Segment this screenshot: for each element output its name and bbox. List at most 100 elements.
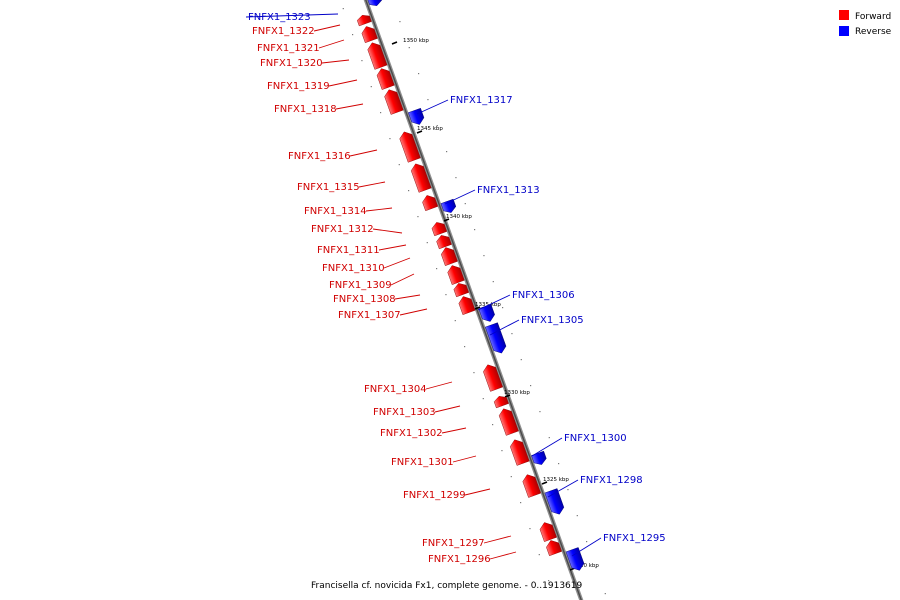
gene-feature: FNFX1_1306 [477,290,575,322]
gene-label: FNFX1_1302 [380,428,443,439]
gene-label: FNFX1_1301 [391,457,454,468]
minor-tick [539,411,541,413]
forward-gene-block [510,439,530,466]
label-leader-line [531,437,563,457]
gene-feature: FNFX1_1302 [380,408,519,439]
gene-label: FNFX1_1306 [512,290,575,301]
forward-gene-block [483,364,503,392]
gene-label: FNFX1_1309 [329,280,392,291]
major-tick-mark [443,218,450,222]
gene-label: FNFX1_1307 [338,310,401,321]
gene-feature: FNFX1_1319 [267,68,395,92]
minor-tick [473,372,475,374]
map-caption: Francisella cf. novicida Fx1, complete g… [311,581,583,591]
gene-feature: FNFX1_1301 [391,439,530,468]
forward-gene-block [546,540,562,557]
minor-tick [586,541,588,543]
gene-feature: FNFX1_1308 [333,283,469,305]
label-leader-line [489,551,517,560]
major-tick-mark [416,130,423,134]
minor-tick [576,515,578,517]
gene-feature: FNFX1_1315 [297,163,432,193]
minor-tick [418,73,420,75]
major-tick-label: 1345 kbp [417,126,443,132]
label-leader-line [378,244,407,251]
forward-gene-block [539,522,557,542]
minor-tick [501,450,503,452]
minor-tick [492,281,494,283]
minor-tick [399,21,401,23]
gene-label: FNFX1_1308 [333,294,396,305]
label-leader-line [452,455,477,463]
legend-forward-label: Forward [855,12,891,22]
label-leader-line [328,79,358,87]
gene-feature: FNFX1_1296 [428,540,562,565]
minor-tick [482,398,484,400]
reverse-gene-block [544,488,565,515]
gene-label: FNFX1_1304 [364,384,427,395]
minor-tick [427,99,429,101]
major-tick-mark [504,394,511,398]
minor-tick [464,203,466,205]
forward-gene-block [367,42,388,70]
forward-gene-block [458,296,476,315]
gene-feature: FNFX1_1309 [329,265,465,291]
label-leader-line [489,319,520,336]
gene-label: FNFX1_1311 [317,245,380,256]
minor-tick [426,242,428,244]
gene-feature: FNFX1_1295 [565,533,666,571]
minor-tick [510,476,512,478]
label-leader-line [464,488,491,496]
label-leader-line [547,479,579,498]
minor-tick [548,437,550,439]
gene-feature: FNFX1_1307 [338,296,476,321]
minor-tick [538,554,540,556]
gene-feature: FNFX1_1297 [422,522,557,549]
gene-label: FNFX1_1317 [450,95,513,106]
legend-reverse-swatch [839,26,849,36]
minor-tick [342,8,344,10]
major-tick-label: 1340 kbp [446,214,472,220]
gene-label: FNFX1_1322 [252,26,315,37]
forward-gene-block [493,396,509,409]
label-leader-line [372,228,403,234]
gene-feature: FNFX1_1299 [403,474,542,501]
gene-feature: FNFX1_1314 [304,195,439,217]
label-leader-line [390,273,415,286]
major-tick-label: 1350 kbp [403,38,429,44]
minor-tick [389,138,391,140]
label-leader-line [425,381,453,390]
label-leader-line [477,294,511,311]
minor-tick [408,190,410,192]
gene-feature: FNFX1_1312 [311,222,448,237]
gene-label: FNFX1_1314 [304,206,367,217]
gene-label: FNFX1_1320 [260,58,323,69]
gene-label: FNFX1_1319 [267,81,330,92]
gene-label: FNFX1_1323 [248,12,311,23]
label-leader-line [416,99,449,115]
gene-feature: FNFX1_1318 [274,89,404,115]
label-leader-line [434,405,461,413]
label-leader-line [335,103,364,110]
gene-feature: FNFX1_1316 [288,131,421,163]
gene-label: FNFX1_1297 [422,538,485,549]
backbone [363,0,584,600]
minor-tick [436,125,438,127]
gene-label: FNFX1_1315 [297,182,360,193]
label-leader-line [313,24,341,32]
minor-tick [558,463,560,465]
legend-reverse-label: Reverse [855,27,892,37]
label-leader-line [383,257,411,269]
label-leader-line [483,535,512,544]
label-leader-line [441,427,467,434]
forward-gene-block [436,235,452,250]
gene-feature: FNFX1_1305 [485,315,584,354]
label-leader-line [321,59,350,64]
gene-label: FNFX1_1305 [521,315,584,326]
gene-feature: FNFX1_1320 [260,42,388,70]
minor-tick [595,567,597,569]
gene-label: FNFX1_1298 [580,475,643,486]
